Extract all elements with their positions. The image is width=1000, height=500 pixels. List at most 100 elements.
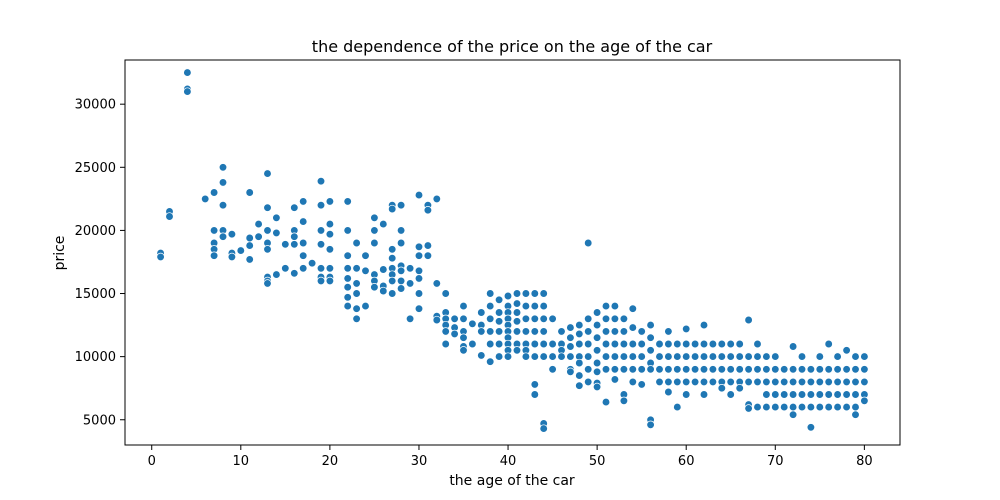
data-point xyxy=(780,365,789,374)
data-point xyxy=(548,365,557,374)
data-point xyxy=(299,238,308,248)
data-point xyxy=(414,304,424,313)
data-point xyxy=(218,178,228,187)
data-point xyxy=(530,301,539,311)
y-tick-label: 10000 xyxy=(75,350,116,365)
data-point xyxy=(806,390,816,399)
data-point xyxy=(530,352,539,361)
data-point xyxy=(316,201,326,210)
data-point xyxy=(361,266,370,275)
data-point xyxy=(592,358,602,368)
data-point xyxy=(664,377,673,387)
data-point xyxy=(352,238,361,248)
data-point xyxy=(726,365,735,374)
data-point xyxy=(592,346,602,355)
data-point xyxy=(584,365,593,374)
data-point xyxy=(459,333,468,342)
data-point xyxy=(833,377,842,387)
data-point xyxy=(494,352,504,361)
data-point xyxy=(325,197,335,206)
data-point xyxy=(797,377,807,387)
data-point xyxy=(379,219,388,229)
x-tick-label: 70 xyxy=(767,454,784,469)
data-point xyxy=(860,352,869,361)
data-point xyxy=(450,329,459,339)
data-point xyxy=(290,203,299,212)
data-point xyxy=(708,352,718,361)
data-point xyxy=(450,314,459,323)
data-point xyxy=(575,320,584,330)
data-point xyxy=(592,333,602,342)
data-point xyxy=(521,301,531,311)
data-point xyxy=(628,339,637,349)
data-point xyxy=(664,365,673,374)
data-point xyxy=(690,377,700,387)
data-point xyxy=(690,339,700,349)
x-axis: 0 10 20 30 40 50 60 70 80 xyxy=(148,445,873,469)
data-point xyxy=(316,177,326,186)
data-point xyxy=(717,352,726,361)
data-point xyxy=(788,390,798,399)
data-point xyxy=(601,352,611,361)
data-point xyxy=(699,339,709,349)
x-tick-label: 0 xyxy=(148,454,156,469)
data-point xyxy=(539,327,548,336)
data-point xyxy=(815,402,824,412)
data-point xyxy=(183,87,192,96)
data-point xyxy=(646,333,655,342)
data-point xyxy=(771,377,780,387)
data-point xyxy=(486,357,495,366)
data-point xyxy=(254,219,263,229)
data-point xyxy=(610,314,620,323)
data-point xyxy=(281,240,290,249)
data-point xyxy=(343,301,352,311)
data-point xyxy=(486,314,495,323)
data-point xyxy=(637,339,646,349)
data-point xyxy=(637,380,646,389)
data-point xyxy=(655,365,664,374)
data-point xyxy=(218,232,228,241)
data-point xyxy=(780,377,789,387)
data-point xyxy=(833,365,842,374)
data-point xyxy=(272,270,281,279)
data-point xyxy=(717,384,726,393)
data-point xyxy=(548,352,557,361)
data-point xyxy=(343,283,352,292)
data-point xyxy=(699,377,709,387)
data-point xyxy=(619,352,629,361)
points-layer xyxy=(156,68,869,433)
data-point xyxy=(860,377,869,387)
data-point xyxy=(396,276,406,286)
data-point xyxy=(851,365,860,374)
data-point xyxy=(762,352,771,361)
data-point xyxy=(601,365,611,374)
data-point xyxy=(584,314,593,323)
data-point xyxy=(227,252,237,262)
data-point xyxy=(646,365,655,374)
data-point xyxy=(699,365,709,374)
data-point xyxy=(628,323,637,332)
data-point xyxy=(441,339,450,349)
data-point xyxy=(771,402,780,412)
data-point xyxy=(610,327,620,336)
data-point xyxy=(316,276,326,286)
data-point xyxy=(512,289,522,298)
data-point xyxy=(530,380,539,389)
data-point xyxy=(263,169,272,178)
data-point xyxy=(245,241,254,250)
y-tick-label: 20000 xyxy=(75,224,116,239)
y-tick-label: 15000 xyxy=(75,287,116,302)
data-point xyxy=(851,410,860,419)
data-point xyxy=(842,390,851,399)
data-point xyxy=(628,365,637,374)
data-point xyxy=(637,352,646,361)
data-point xyxy=(423,251,433,260)
data-point xyxy=(851,402,860,412)
data-point xyxy=(788,342,798,351)
data-point xyxy=(815,377,824,387)
data-point xyxy=(619,365,629,374)
data-point xyxy=(780,402,789,412)
data-point xyxy=(316,240,326,249)
data-point xyxy=(432,315,441,325)
data-point xyxy=(521,314,531,323)
